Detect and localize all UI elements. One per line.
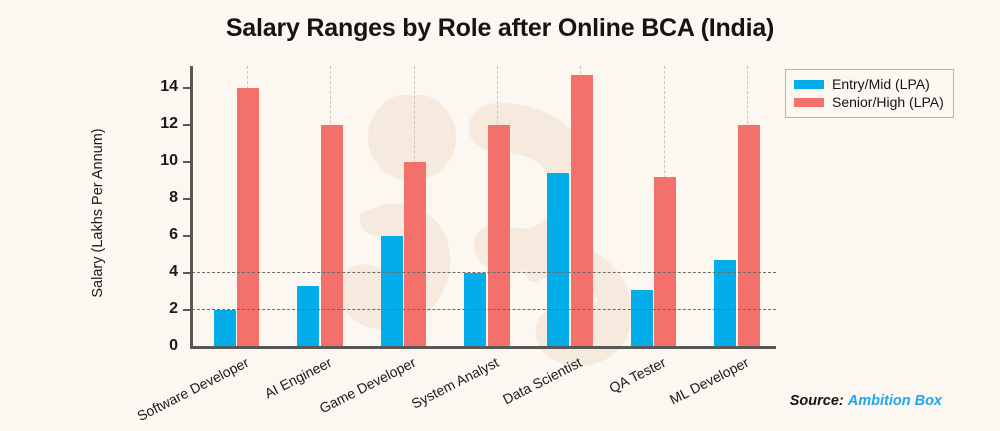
horizontal-gridline bbox=[192, 309, 776, 311]
y-tick-mark bbox=[183, 272, 191, 275]
bar-entry-mid bbox=[297, 286, 320, 347]
legend-label: Entry/Mid (LPA) bbox=[832, 76, 930, 92]
legend-item[interactable]: Entry/Mid (LPA) bbox=[794, 75, 944, 93]
bar-entry-mid bbox=[464, 273, 486, 347]
bar-senior-high bbox=[737, 125, 760, 347]
bar-senior-high bbox=[237, 88, 260, 347]
source-note: Source: Ambition Box bbox=[790, 393, 942, 409]
y-tick-mark bbox=[183, 309, 191, 312]
y-tick-mark bbox=[183, 198, 191, 201]
legend-swatch bbox=[794, 79, 824, 89]
y-tick-label: 14 bbox=[160, 78, 178, 96]
y-tick-mark bbox=[183, 235, 191, 238]
legend-item[interactable]: Senior/High (LPA) bbox=[794, 93, 944, 111]
y-tick-mark bbox=[183, 161, 191, 164]
bar-senior-high bbox=[320, 125, 343, 347]
y-tick-label: 8 bbox=[169, 189, 178, 207]
legend-label: Senior/High (LPA) bbox=[832, 94, 944, 110]
bar-senior-high bbox=[570, 75, 593, 347]
legend-swatch bbox=[794, 97, 824, 107]
bar-senior-high bbox=[487, 125, 510, 347]
y-axis-ticks: 0 2 4 6 8 10 12 14 bbox=[130, 0, 178, 431]
bar-senior-high bbox=[654, 176, 677, 347]
bar-entry-mid bbox=[380, 236, 403, 347]
y-tick-label: 6 bbox=[169, 226, 178, 244]
y-tick-mark bbox=[183, 124, 191, 127]
y-tick-label: 12 bbox=[160, 115, 178, 133]
y-axis-line bbox=[190, 66, 193, 349]
source-label: Source: bbox=[789, 393, 844, 409]
bar-entry-mid bbox=[547, 173, 570, 347]
plot-area bbox=[192, 66, 776, 347]
y-tick-label: 10 bbox=[160, 152, 178, 170]
horizontal-gridline bbox=[192, 272, 776, 274]
bar-entry-mid bbox=[213, 310, 236, 347]
y-tick-label: 0 bbox=[169, 337, 178, 354]
legend: Entry/Mid (LPA) Senior/High (LPA) bbox=[785, 69, 954, 118]
y-tick-label: 2 bbox=[169, 300, 178, 318]
bar-senior-high bbox=[404, 162, 427, 347]
x-axis-line bbox=[190, 346, 776, 349]
y-tick-mark bbox=[183, 87, 191, 90]
y-axis-title: Salary (Lakhs Per Annum) bbox=[90, 128, 106, 298]
y-tick-label: 4 bbox=[169, 263, 178, 281]
chart-title: Salary Ranges by Role after Online BCA (… bbox=[225, 14, 775, 42]
bar-entry-mid bbox=[714, 260, 737, 347]
source-value[interactable]: Ambition Box bbox=[847, 393, 942, 409]
bars-container bbox=[192, 66, 776, 347]
bar-entry-mid bbox=[630, 289, 653, 347]
